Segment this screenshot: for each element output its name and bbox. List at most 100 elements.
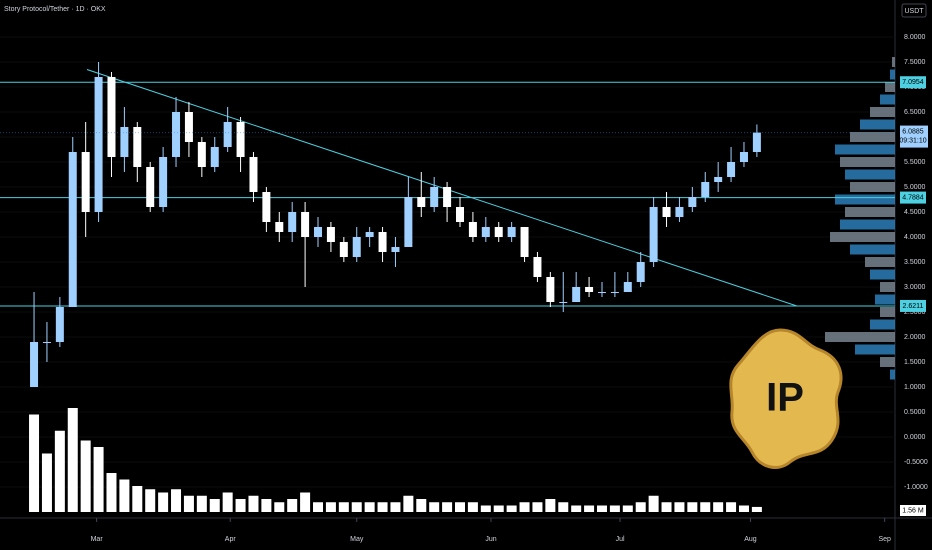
candle-body: [688, 197, 697, 207]
volume-bar: [80, 440, 91, 512]
x-tick-label: May: [350, 536, 364, 543]
candle-body: [146, 167, 155, 207]
candle-body: [197, 142, 206, 167]
volume-bar: [687, 502, 698, 512]
logo-shape: [729, 328, 843, 469]
y-tick-label: 8.0000: [904, 34, 926, 41]
volume-bar: [455, 502, 465, 512]
candle-body: [236, 122, 245, 157]
volume-bar: [158, 492, 169, 512]
volume-bar: [29, 414, 40, 512]
candle-body: [120, 127, 129, 157]
candle-body: [533, 257, 542, 277]
volume-bar: [532, 502, 543, 512]
volume-bar: [635, 502, 646, 512]
candle-body: [546, 277, 555, 302]
trendline: [86, 69, 798, 307]
volume-bar: [261, 499, 272, 512]
volume-profile-bar: [850, 182, 895, 192]
volume-bar: [106, 473, 117, 512]
volume-bar: [596, 505, 607, 512]
x-tick-label: Apr: [225, 536, 237, 543]
volume-bar: [738, 505, 749, 512]
candle-body: [417, 197, 426, 207]
logo-text: IP: [766, 376, 804, 420]
candle-body: [456, 207, 464, 222]
volume-bar: [480, 505, 491, 512]
volume-bar: [248, 495, 259, 512]
candle-body: [288, 212, 297, 232]
volume-bar: [584, 505, 595, 512]
volume-bar: [54, 430, 65, 512]
candle-body: [339, 242, 348, 257]
candle-body: [739, 152, 748, 162]
candle-body: [585, 287, 594, 292]
volume-profile-bar: [865, 257, 895, 267]
volume-bar: [274, 502, 285, 512]
volume-bar: [726, 502, 737, 512]
volume-bar: [171, 489, 182, 512]
level-label: 2.6211: [903, 303, 924, 310]
y-tick-label: -0.5000: [904, 459, 928, 466]
volume-profile-bar: [845, 207, 895, 217]
volume-profile-bar: [870, 107, 895, 117]
y-tick-label: 1.5000: [904, 359, 926, 366]
x-tick-label: Sep: [878, 536, 891, 543]
level-label-box: [900, 76, 926, 89]
y-tick-label: 1.0000: [904, 384, 926, 391]
volume-profile-bar: [835, 194, 895, 205]
volume-profile-bar: [890, 369, 895, 380]
volume-profile-bar: [880, 94, 895, 105]
volume-profile-bar: [870, 319, 895, 330]
ip-logo: IP: [729, 328, 843, 469]
x-tick-label: Mar: [91, 536, 104, 543]
volume-bar: [196, 495, 207, 512]
candle-body: [623, 282, 632, 292]
candle-body: [404, 197, 413, 247]
volume-bar: [377, 502, 388, 512]
volume-profile-bar: [825, 332, 895, 342]
volume-bar: [325, 502, 336, 512]
candle-body: [133, 127, 142, 167]
candle-body: [443, 187, 452, 207]
candle-body: [752, 132, 761, 152]
volume-bar: [442, 502, 453, 512]
volume-profile-bar: [885, 82, 895, 92]
volume-profile-bar: [850, 244, 895, 255]
candle-body: [610, 292, 619, 293]
volume-profile-bar: [855, 344, 895, 355]
volume-profile-bar: [892, 57, 895, 67]
candle-body: [559, 302, 568, 303]
volume-bar: [519, 502, 530, 512]
volume-profile-bar: [870, 269, 895, 280]
volume-bar: [674, 502, 685, 512]
y-tick-label: 0.5000: [904, 409, 926, 416]
y-tick-label: 4.5000: [904, 209, 926, 216]
volume-bar: [235, 499, 246, 512]
candle-body: [507, 227, 516, 237]
volume-bar: [751, 506, 762, 512]
volume-bar: [700, 502, 711, 512]
volume-bar: [67, 408, 78, 512]
volume-bar: [287, 499, 298, 512]
volume-bar: [545, 499, 556, 512]
candle-body: [597, 292, 606, 293]
currency: USDT: [904, 8, 924, 15]
y-tick-label: 2.5000: [904, 309, 926, 316]
x-tick-label: Jul: [616, 536, 625, 543]
candle-body: [391, 247, 400, 252]
y-tick-label: 4.0000: [904, 234, 926, 241]
volume-profile-bar: [880, 357, 895, 367]
level-label-box: [900, 299, 926, 312]
y-tick-label: 5.5000: [904, 159, 926, 166]
candle-body: [636, 262, 645, 282]
volume-profile-bar: [880, 282, 895, 292]
candle-body: [378, 232, 387, 252]
level-label: 7.0954: [902, 79, 924, 86]
candle-body: [326, 227, 335, 242]
candle-body: [81, 152, 90, 212]
y-tick-label: -1.0000: [904, 484, 928, 491]
volume-bar: [493, 505, 504, 512]
chart-title: Story Protocol/Tether · 1D · OKX: [4, 6, 106, 13]
